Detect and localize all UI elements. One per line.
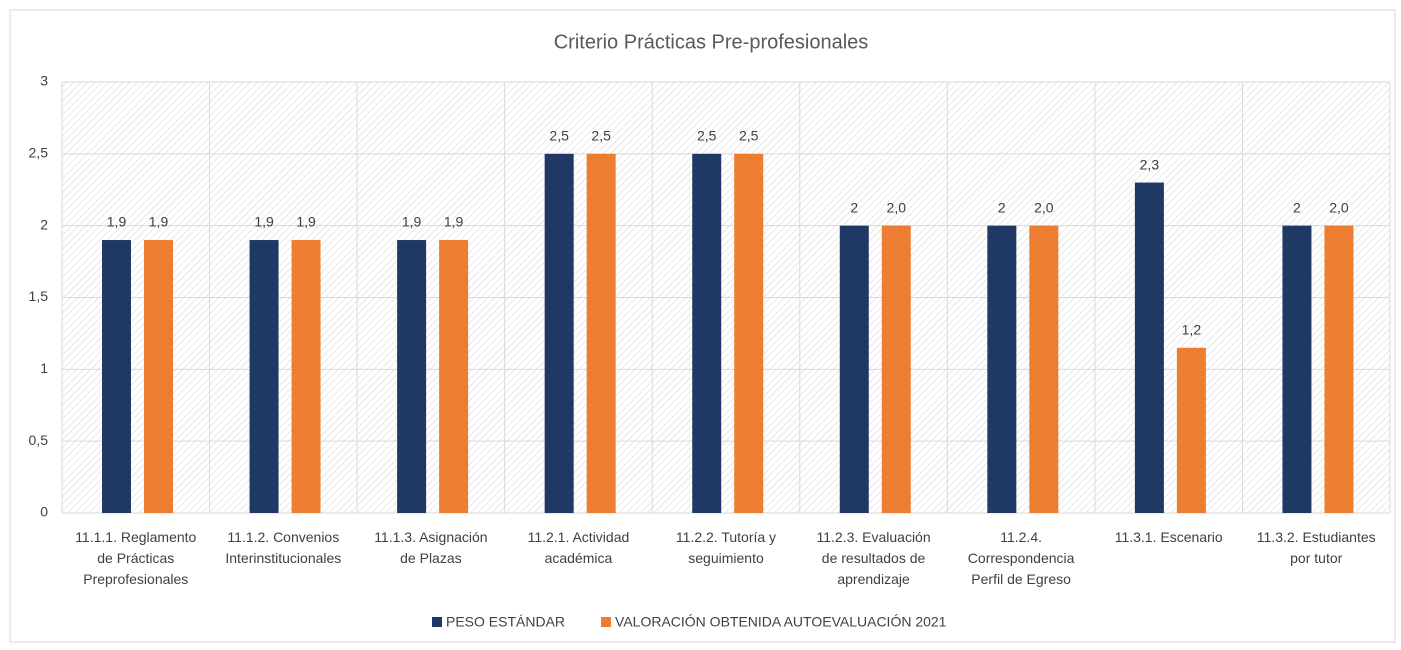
- data-label: 1,9: [402, 214, 422, 230]
- y-tick-label: 2,5: [29, 145, 49, 161]
- legend-swatch: [601, 617, 612, 627]
- y-tick-label: 3: [40, 73, 48, 89]
- bar: [734, 153, 764, 514]
- bar: [291, 240, 321, 514]
- x-tick-label: 11.2.1. Actividad académica: [528, 529, 630, 566]
- data-label: 2,0: [1034, 199, 1054, 215]
- bar: [249, 240, 279, 514]
- data-label: 1,9: [107, 214, 127, 230]
- x-tick-label: 11.3.1. Escenario: [1115, 529, 1223, 545]
- legend-label: PESO ESTÁNDAR: [446, 614, 565, 630]
- data-label: 1,9: [254, 214, 274, 230]
- bar: [1176, 347, 1206, 513]
- legend-swatch: [432, 617, 442, 627]
- bar: [1324, 225, 1354, 513]
- data-label: 2,5: [697, 128, 717, 144]
- data-label: 2: [998, 199, 1006, 215]
- x-tick-label: 11.1.2. Convenios Interinstitucionales: [225, 529, 341, 566]
- data-label: 2,5: [739, 128, 759, 144]
- data-label: 2: [850, 199, 858, 215]
- bar: [881, 225, 911, 513]
- bar: [397, 240, 427, 514]
- x-tick-label: 11.2.4. Correspondencia Perfil de Egreso: [968, 529, 1075, 587]
- bar: [1282, 225, 1312, 513]
- data-label: 2,0: [887, 199, 907, 215]
- data-label: 1,2: [1182, 321, 1202, 337]
- chart-title: Criterio Prácticas Pre-profesionales: [554, 31, 869, 53]
- bar: [586, 153, 616, 514]
- x-tick-label: 11.2.3. Evaluación de resultados de aprend…: [816, 529, 930, 587]
- data-label: 1,9: [444, 214, 464, 230]
- legend-label: VALORACIÓN OBTENIDA AUTOEVALUACIÓN 2021: [615, 614, 947, 630]
- bar: [692, 153, 722, 514]
- data-label: 2,3: [1140, 156, 1160, 172]
- bar: [439, 240, 469, 514]
- y-tick-label: 0,5: [29, 432, 49, 448]
- data-label: 1,9: [296, 214, 316, 230]
- data-label: 2: [1293, 199, 1301, 215]
- x-tick-label: 11.3.2. Estudiantes por tutor: [1257, 529, 1376, 566]
- x-tick-label: 11.2.2. Tutoría y seguimiento: [676, 529, 776, 566]
- x-tick-label: 11.1.3. Asignación de Plazas: [374, 529, 487, 566]
- y-tick-label: 1,5: [29, 288, 49, 304]
- data-label: 2,5: [591, 128, 611, 144]
- bar: [102, 240, 131, 514]
- data-label: 2,0: [1329, 199, 1349, 215]
- data-label: 1,9: [149, 214, 169, 230]
- bar: [987, 225, 1017, 513]
- bar: [1029, 225, 1059, 513]
- bar: [544, 153, 574, 514]
- y-tick-label: 1: [40, 360, 48, 376]
- y-tick-label: 0: [40, 504, 48, 520]
- data-label: 2,5: [549, 128, 569, 144]
- y-tick-label: 2: [40, 216, 48, 232]
- bar: [144, 240, 173, 514]
- bar: [839, 225, 869, 513]
- bar: [1134, 182, 1164, 514]
- x-tick-label: 11.1.1. Reglamento de Prácticas Preprofesi…: [75, 529, 196, 587]
